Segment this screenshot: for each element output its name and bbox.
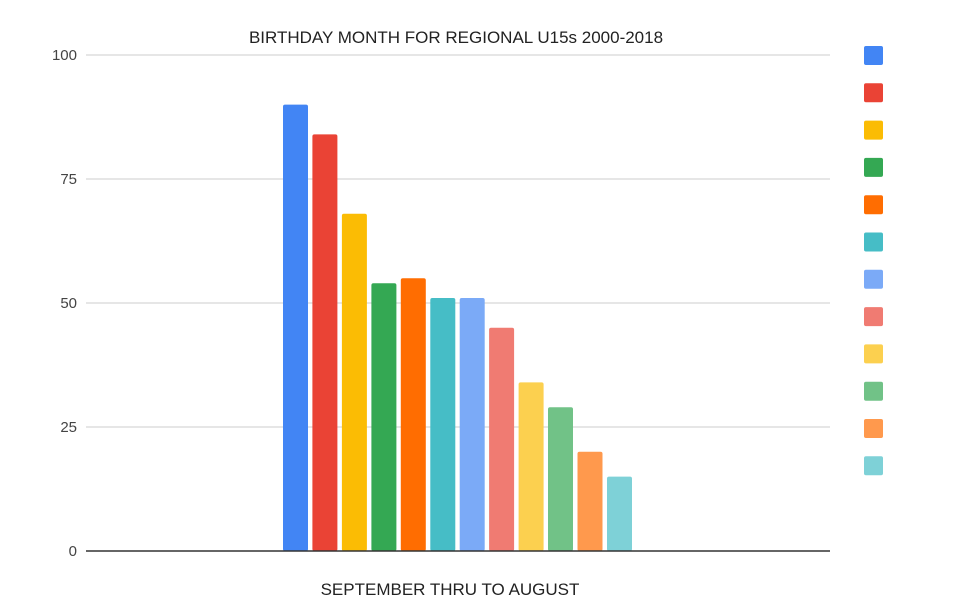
legend-swatch-6: [864, 232, 883, 252]
bar-10: [548, 407, 573, 551]
y-tick-label: 75: [60, 171, 77, 188]
legend-swatch-2: [864, 83, 883, 103]
legend-swatch-12: [864, 456, 883, 476]
legend-swatch-3: [864, 120, 883, 140]
legend-swatch-11: [864, 419, 883, 438]
legend-swatch-9: [864, 344, 883, 364]
y-tick-label: 25: [60, 419, 77, 436]
x-axis-label: SEPTEMBER THRU TO AUGUST: [321, 580, 580, 599]
bar-7: [459, 298, 485, 551]
bar-5: [400, 278, 426, 551]
bar-6: [430, 298, 456, 551]
bar-4: [371, 283, 397, 551]
legend: [864, 46, 883, 476]
legend-swatch-10: [864, 381, 883, 401]
bar-9: [518, 382, 544, 551]
bar-3: [341, 213, 367, 551]
bar-11: [577, 451, 603, 551]
y-axis-ticks: 0 25 50 75 100: [52, 47, 77, 560]
legend-swatch-8: [864, 307, 883, 327]
bar-8: [489, 327, 515, 551]
y-tick-label: 0: [69, 543, 77, 560]
chart-title: BIRTHDAY MONTH FOR REGIONAL U15s 2000-20…: [249, 28, 663, 47]
bars: [283, 104, 632, 551]
legend-swatch-1: [864, 46, 883, 65]
legend-swatch-7: [864, 269, 883, 289]
gridlines: [86, 54, 830, 428]
legend-swatch-4: [864, 157, 883, 177]
y-tick-label: 50: [60, 295, 77, 312]
bar-12: [607, 476, 632, 551]
y-tick-label: 100: [52, 47, 77, 64]
bar-2: [312, 134, 338, 551]
bar-1: [283, 104, 308, 551]
legend-swatch-5: [864, 195, 883, 215]
